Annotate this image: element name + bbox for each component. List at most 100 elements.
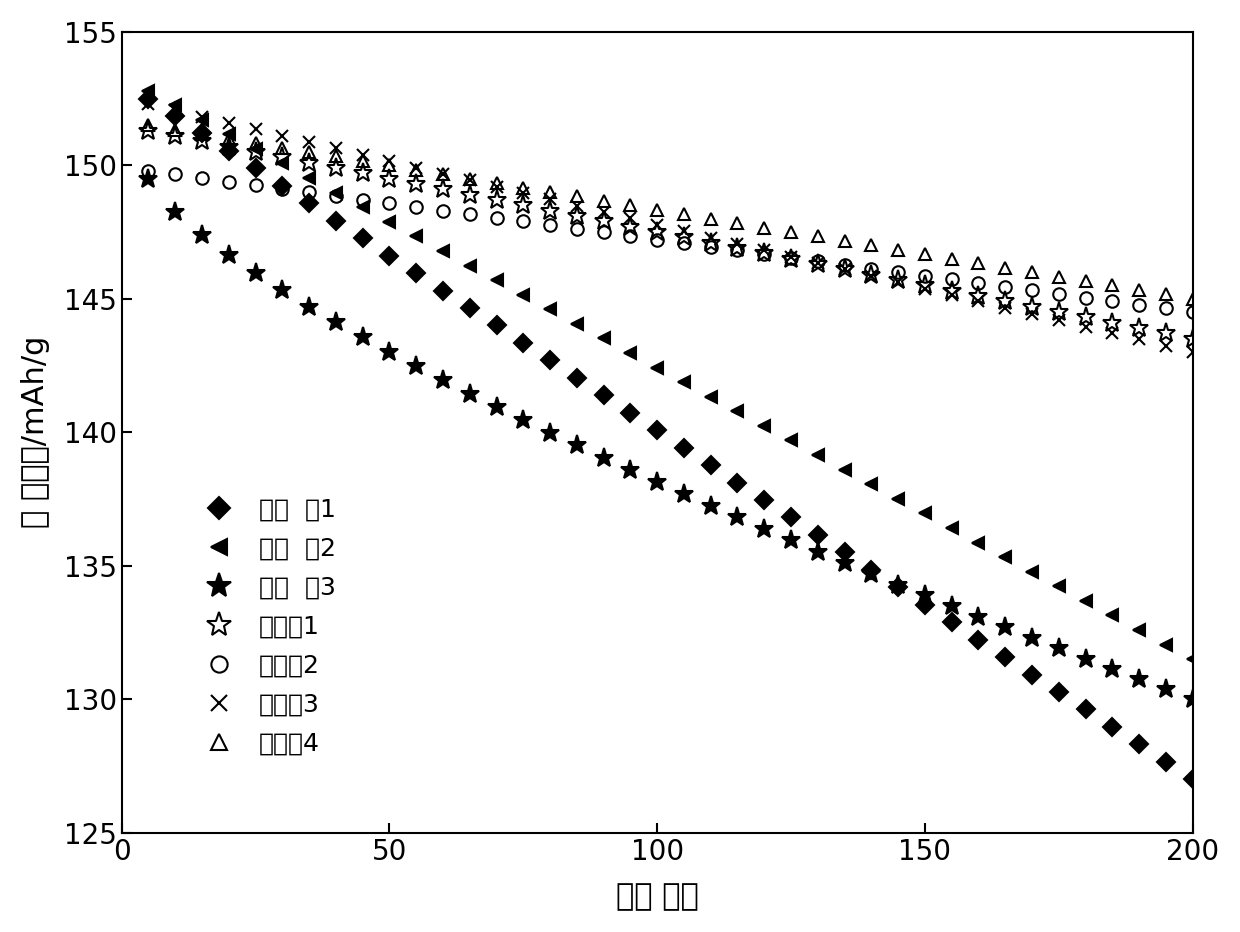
实施例2 bbox=[596, 226, 611, 238]
对比  例2 bbox=[1052, 581, 1066, 592]
实施例2 bbox=[622, 230, 637, 241]
对比  例3 bbox=[141, 173, 156, 185]
对比  例3 bbox=[1158, 683, 1173, 694]
对比  例1 bbox=[944, 617, 959, 628]
Line: 实施例2: 实施例2 bbox=[143, 164, 1199, 319]
实施例3 bbox=[784, 251, 799, 262]
对比  例1 bbox=[1132, 739, 1147, 750]
实施例2 bbox=[409, 201, 424, 212]
实施例2 bbox=[516, 216, 531, 227]
实施例1 bbox=[971, 291, 986, 302]
对比  例2 bbox=[998, 552, 1013, 563]
对比  例3 bbox=[622, 464, 637, 475]
对比  例2 bbox=[622, 348, 637, 359]
实施例1 bbox=[463, 189, 477, 200]
实施例2 bbox=[837, 259, 852, 270]
对比  例1 bbox=[222, 145, 237, 157]
实施例2 bbox=[811, 255, 826, 267]
实施例3 bbox=[355, 149, 370, 160]
对比  例3 bbox=[864, 569, 879, 580]
实施例3 bbox=[596, 207, 611, 218]
实施例3 bbox=[1078, 322, 1092, 333]
实施例3 bbox=[864, 270, 879, 281]
对比  例1 bbox=[329, 215, 343, 226]
实施例4 bbox=[275, 142, 290, 153]
实施例2 bbox=[248, 180, 263, 191]
实施例3 bbox=[248, 124, 263, 135]
对比  例1 bbox=[730, 477, 745, 488]
对比  例2 bbox=[1024, 566, 1039, 577]
对比  例2 bbox=[409, 231, 424, 242]
对比  例1 bbox=[355, 233, 370, 244]
对比  例1 bbox=[1052, 686, 1066, 697]
实施例1 bbox=[382, 173, 397, 185]
实施例1 bbox=[1158, 328, 1173, 339]
实施例4 bbox=[756, 222, 771, 233]
实施例1 bbox=[1078, 312, 1092, 323]
对比  例1 bbox=[167, 110, 182, 121]
Legend: 对比  例1, 对比  例2, 对比  例3, 实施例1, 实施例2, 实施例3, 实施例4: 对比 例1, 对比 例2, 对比 例3, 实施例1, 实施例2, 实施例3, 实… bbox=[210, 498, 336, 756]
对比  例2 bbox=[864, 479, 879, 490]
实施例4 bbox=[622, 199, 637, 211]
实施例4 bbox=[596, 196, 611, 207]
对比  例3 bbox=[516, 415, 531, 426]
实施例1 bbox=[918, 280, 932, 291]
对比  例2 bbox=[543, 304, 558, 315]
对比  例1 bbox=[435, 285, 450, 296]
实施例3 bbox=[543, 194, 558, 205]
实施例4 bbox=[650, 204, 665, 215]
对比  例1 bbox=[890, 582, 905, 593]
实施例4 bbox=[222, 133, 237, 144]
实施例3 bbox=[167, 104, 182, 116]
对比  例1 bbox=[1024, 669, 1039, 680]
实施例1 bbox=[275, 152, 290, 163]
实施例1 bbox=[222, 141, 237, 152]
Line: 对比  例3: 对比 例3 bbox=[139, 169, 1203, 709]
实施例4 bbox=[167, 124, 182, 135]
实施例4 bbox=[1105, 280, 1120, 291]
实施例2 bbox=[222, 176, 237, 187]
对比  例3 bbox=[650, 476, 665, 487]
实施例3 bbox=[837, 264, 852, 275]
实施例1 bbox=[1132, 322, 1147, 334]
对比  例2 bbox=[301, 172, 316, 184]
对比  例1 bbox=[463, 302, 477, 313]
实施例3 bbox=[730, 239, 745, 250]
实施例1 bbox=[864, 269, 879, 281]
对比  例1 bbox=[1078, 704, 1092, 715]
实施例3 bbox=[195, 111, 210, 122]
实施例2 bbox=[1052, 288, 1066, 299]
Line: 对比  例2: 对比 例2 bbox=[143, 84, 1199, 665]
对比  例1 bbox=[864, 564, 879, 575]
对比  例1 bbox=[703, 459, 718, 471]
实施例3 bbox=[918, 283, 932, 295]
对比  例1 bbox=[918, 599, 932, 610]
对比  例2 bbox=[1105, 610, 1120, 621]
实施例4 bbox=[1052, 271, 1066, 282]
实施例1 bbox=[811, 258, 826, 269]
实施例2 bbox=[301, 186, 316, 198]
实施例2 bbox=[784, 253, 799, 264]
对比  例2 bbox=[890, 493, 905, 504]
对比  例3 bbox=[677, 488, 692, 500]
X-axis label: 循环 次数: 循环 次数 bbox=[616, 883, 698, 911]
实施例4 bbox=[1158, 289, 1173, 300]
对比  例2 bbox=[650, 362, 665, 373]
对比  例2 bbox=[1078, 596, 1092, 607]
对比  例1 bbox=[756, 494, 771, 505]
实施例2 bbox=[1158, 303, 1173, 314]
对比  例1 bbox=[248, 163, 263, 174]
实施例4 bbox=[382, 159, 397, 171]
实施例2 bbox=[703, 241, 718, 253]
对比  例1 bbox=[275, 180, 290, 191]
实施例1 bbox=[355, 168, 370, 179]
对比  例3 bbox=[543, 427, 558, 438]
实施例1 bbox=[622, 221, 637, 232]
实施例1 bbox=[596, 216, 611, 227]
实施例3 bbox=[944, 289, 959, 300]
对比  例1 bbox=[141, 93, 156, 104]
实施例3 bbox=[569, 200, 584, 212]
对比  例3 bbox=[1078, 653, 1092, 665]
实施例1 bbox=[1105, 317, 1120, 328]
实施例2 bbox=[195, 172, 210, 184]
